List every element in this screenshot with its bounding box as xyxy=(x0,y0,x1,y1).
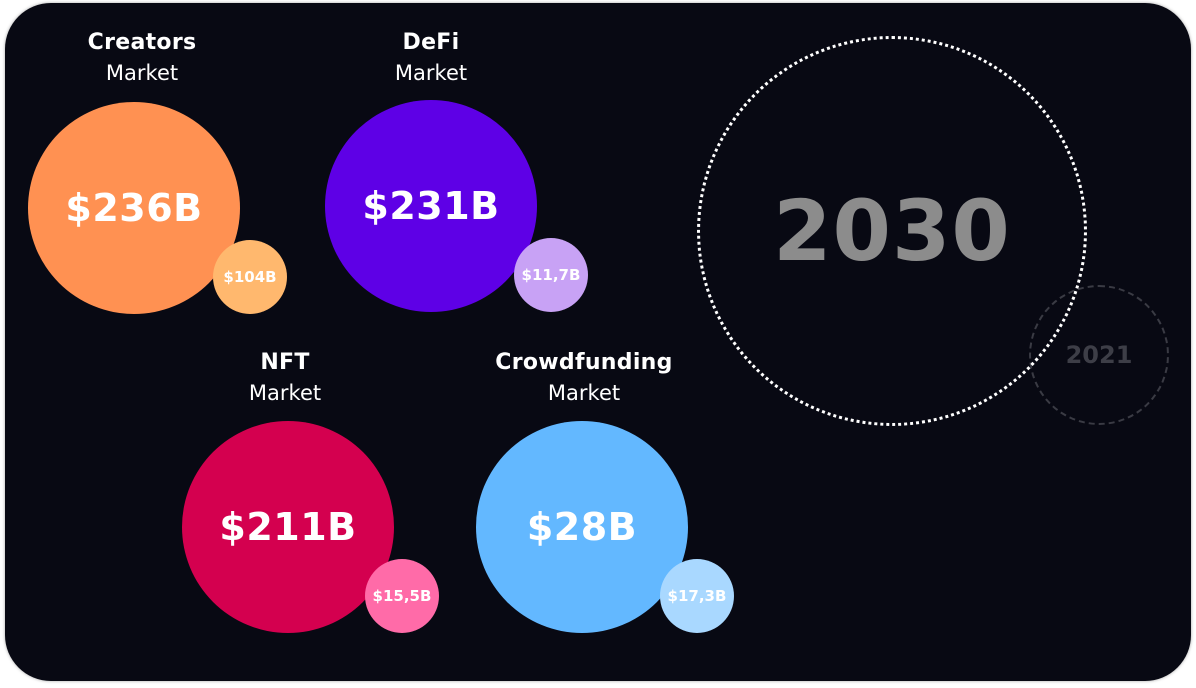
bubble-2021-crowdfunding: $17,3B xyxy=(660,559,734,633)
bubble-2030-nft: $211B xyxy=(182,421,394,633)
bubble-2021-nft: $15,5B xyxy=(365,559,439,633)
bubble-label-2030: $236B xyxy=(65,186,203,230)
market-name: DeFi xyxy=(402,30,460,55)
market-title-creators: Creators Market xyxy=(22,28,262,88)
market-sub: Market xyxy=(394,61,468,85)
bubble-label-2030: $28B xyxy=(526,505,638,549)
bubble-label-2030: $211B xyxy=(219,505,357,549)
market-title-crowdfunding: Crowdfunding Market xyxy=(464,348,704,408)
market-chart-card: Creators Market $236B $104B DeFi Market … xyxy=(5,3,1191,681)
market-title-nft: NFT Market xyxy=(165,348,405,408)
market-sub: Market xyxy=(105,61,179,85)
bubble-label-2021: $11,7B xyxy=(521,266,581,284)
bubble-2030-crowdfunding: $28B xyxy=(476,421,688,633)
market-sub: Market xyxy=(547,381,621,405)
bubble-label-2021: $17,3B xyxy=(667,587,727,605)
legend-ring-2030: 2030 xyxy=(697,36,1087,426)
market-name: NFT xyxy=(260,350,310,375)
legend-label-2030: 2030 xyxy=(773,182,1011,280)
bubble-label-2030: $231B xyxy=(362,184,500,228)
legend-label-2021: 2021 xyxy=(1065,341,1133,369)
bubble-2030-creators: $236B xyxy=(28,102,240,314)
bubble-label-2021: $15,5B xyxy=(372,587,432,605)
market-title-defi: DeFi Market xyxy=(311,28,551,88)
bubble-2030-defi: $231B xyxy=(325,100,537,312)
bubble-2021-creators: $104B xyxy=(213,240,287,314)
bubble-label-2021: $104B xyxy=(223,268,277,286)
market-name: Crowdfunding xyxy=(495,350,673,375)
bubble-2021-defi: $11,7B xyxy=(514,238,588,312)
market-sub: Market xyxy=(248,381,322,405)
market-name: Creators xyxy=(87,30,197,55)
